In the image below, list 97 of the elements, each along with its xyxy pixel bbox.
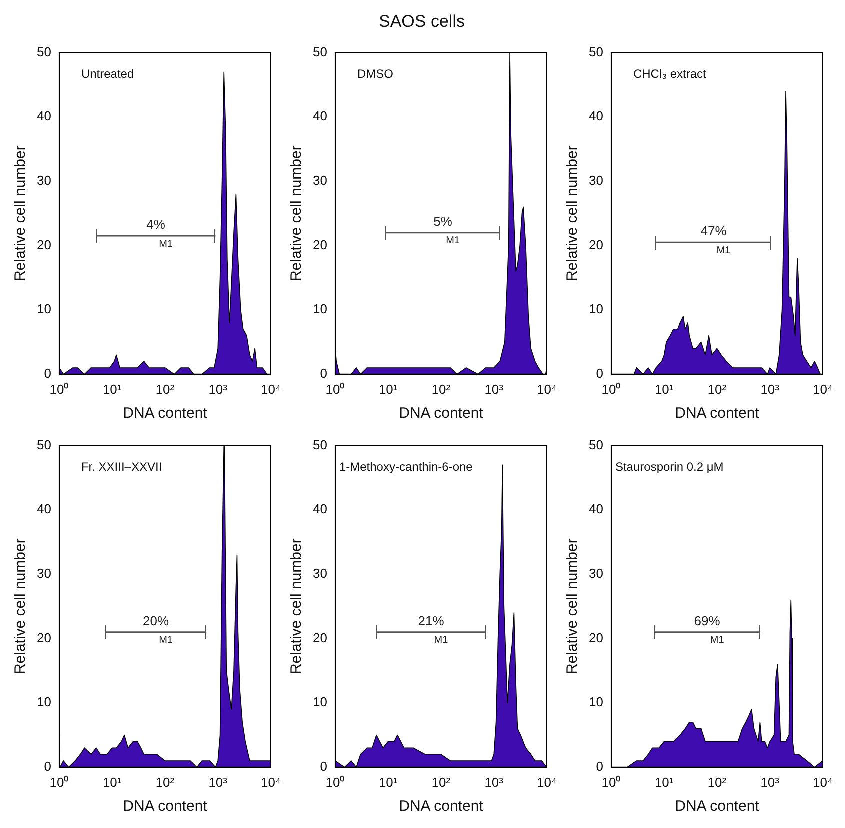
x-tick-label: 10⁴ <box>812 382 833 397</box>
y-tick-label: 50 <box>588 44 604 60</box>
x-tick-label: 10⁴ <box>536 382 557 397</box>
y-tick-label: 30 <box>36 566 52 582</box>
x-tick-label: 10¹ <box>654 774 674 790</box>
x-tick-label: 10³ <box>760 774 780 790</box>
y-tick-label: 10 <box>588 302 604 317</box>
x-tick-label: 10² <box>708 382 728 397</box>
text: CHCl₃ extract <box>633 67 708 82</box>
x-tick-label: 10¹ <box>378 382 398 397</box>
y-tick-label: 0 <box>320 758 328 774</box>
series-label: M1 <box>716 245 732 256</box>
x-tick-label: 10¹ <box>102 382 122 397</box>
annotation: 4% <box>146 217 166 232</box>
x-tick-label: 10⁴ <box>536 774 557 790</box>
x-tick-label: 10⁰ <box>602 774 622 790</box>
x-axis-title: DNA content <box>675 405 760 422</box>
series-label: M1 <box>159 238 174 250</box>
y-tick-label: 20 <box>588 237 604 252</box>
y-tick-label: 40 <box>312 108 328 124</box>
text: 1-Methoxy-canthin-6-one <box>339 460 474 474</box>
y-tick-label: 30 <box>36 173 52 188</box>
y-tick-label: 10 <box>36 694 52 710</box>
y-tick-label: 50 <box>312 437 328 452</box>
series-label: M1 <box>159 635 174 646</box>
y-tick-label: 10 <box>36 302 52 317</box>
x-axis-title: DNA content <box>123 405 208 422</box>
annotation: 21% <box>418 613 445 628</box>
x-axis-title: DNA content <box>399 405 484 422</box>
y-axis-title: Relative cell number <box>12 146 30 282</box>
y-axis-title: Relative cell number <box>288 146 306 282</box>
y-tick-label: 20 <box>36 630 52 646</box>
y-tick-label: 50 <box>588 437 604 452</box>
x-tick-label: 10⁰ <box>326 382 346 397</box>
x-tick-label: 10⁰ <box>50 382 70 397</box>
y-tick-label: 0 <box>596 366 604 381</box>
x-axis-title: DNA content <box>675 798 760 816</box>
y-tick-label: 40 <box>36 502 52 517</box>
x-axis-title: DNA content <box>399 798 484 816</box>
y-tick-label: 20 <box>312 630 328 646</box>
y-tick-label: 50 <box>36 437 52 452</box>
text: Fr. XXIII–XXVII <box>81 460 162 474</box>
x-tick-label: 10² <box>432 382 452 397</box>
y-tick-label: 10 <box>588 694 604 710</box>
y-tick-label: 50 <box>312 44 328 60</box>
chart-title: SAOS cells <box>378 12 466 32</box>
series-label: M1 <box>710 635 725 646</box>
x-tick-label: 10¹ <box>102 774 122 790</box>
y-tick-label: 20 <box>312 237 328 252</box>
x-tick-label: 10³ <box>760 382 780 397</box>
y-axis-title: Relative cell number <box>288 538 306 675</box>
x-tick-label: 10³ <box>484 382 504 397</box>
y-axis-title: Relative cell number <box>12 538 30 675</box>
x-tick-label: 10² <box>432 774 452 790</box>
y-tick-label: 20 <box>588 630 604 646</box>
y-tick-label: 0 <box>320 366 328 381</box>
y-tick-label: 30 <box>312 566 328 582</box>
x-tick-label: 10⁴ <box>260 382 281 397</box>
x-tick-label: 10² <box>708 774 728 790</box>
x-tick-label: 10¹ <box>378 774 398 790</box>
y-tick-label: 0 <box>44 758 52 774</box>
y-axis-title: Relative cell number <box>564 146 582 282</box>
y-tick-label: 20 <box>36 237 52 252</box>
y-tick-label: 0 <box>44 366 52 381</box>
y-tick-label: 30 <box>588 566 604 582</box>
x-tick-label: 10³ <box>208 774 228 790</box>
y-tick-label: 40 <box>588 108 604 124</box>
annotation: 20% <box>143 613 170 628</box>
y-axis-title: Relative cell number <box>564 538 582 675</box>
x-tick-label: 10⁴ <box>260 774 281 790</box>
y-tick-label: 30 <box>588 173 604 188</box>
annotation: 69% <box>694 613 721 628</box>
x-tick-label: 10⁰ <box>602 382 622 397</box>
text: Untreated <box>81 67 134 82</box>
y-tick-label: 40 <box>36 108 52 124</box>
text: Staurosporin 0.2 μM <box>615 460 724 474</box>
y-tick-label: 10 <box>312 694 328 710</box>
series-label: M1 <box>434 635 449 646</box>
y-tick-label: 40 <box>588 502 604 517</box>
text: DMSO <box>357 67 394 82</box>
y-tick-label: 30 <box>312 173 328 188</box>
y-tick-label: 0 <box>596 758 604 774</box>
series-label: M1 <box>446 236 460 247</box>
y-tick-label: 10 <box>312 302 328 317</box>
x-tick-label: 10⁰ <box>50 774 70 790</box>
x-tick-label: 10² <box>156 382 176 397</box>
y-tick-label: 40 <box>312 502 328 517</box>
x-tick-label: 10⁴ <box>812 774 833 790</box>
x-tick-label: 10³ <box>484 774 504 790</box>
annotation: 5% <box>434 214 453 229</box>
x-tick-label: 10² <box>156 774 176 790</box>
y-tick-label: 50 <box>36 44 52 60</box>
x-tick-label: 10³ <box>208 382 228 397</box>
x-axis-title: DNA content <box>123 798 208 816</box>
x-tick-label: 10¹ <box>654 382 674 397</box>
annotation: 47% <box>700 224 728 239</box>
x-tick-label: 10⁰ <box>326 774 346 790</box>
